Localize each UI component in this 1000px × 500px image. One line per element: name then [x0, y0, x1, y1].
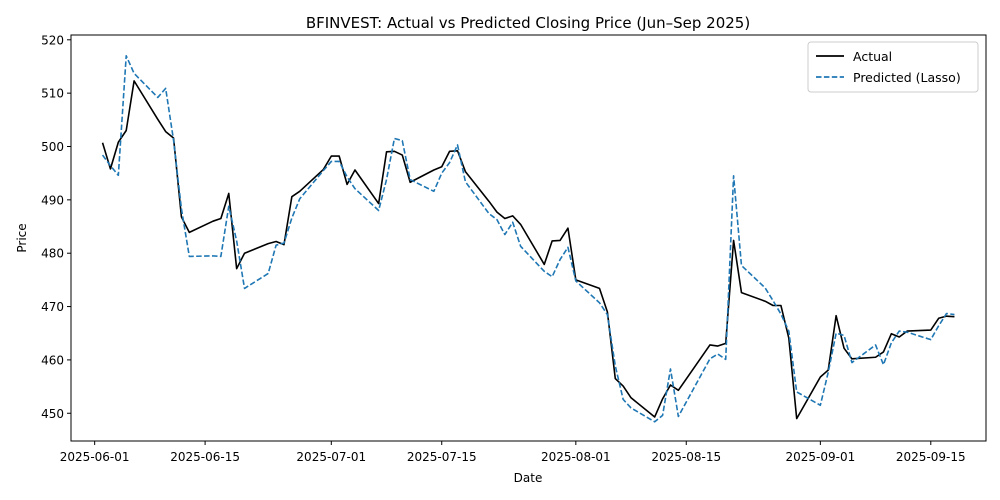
y-axis: 450 460 470 480 490 500 510 520 [41, 33, 71, 421]
x-tick-label: 2025-08-15 [651, 450, 721, 464]
y-tick-label: 510 [41, 87, 64, 101]
legend-label-predicted: Predicted (Lasso) [853, 70, 961, 85]
series-layer [101, 55, 955, 423]
y-tick-label: 460 [41, 353, 64, 367]
x-axis: 2025-06-01 2025-06-15 2025-07-01 2025-07-15… [60, 441, 966, 464]
x-tick-label: 2025-07-01 [296, 450, 366, 464]
y-tick-label: 480 [41, 247, 64, 261]
y-tick-label: 470 [41, 300, 64, 314]
x-tick-label: 2025-09-01 [785, 450, 855, 464]
x-axis-label: Date [514, 471, 543, 485]
x-tick-label: 2025-06-15 [170, 450, 240, 464]
x-tick-label: 2025-07-15 [407, 450, 477, 464]
series-line-actual [101, 80, 955, 420]
y-tick-label: 520 [41, 33, 64, 47]
y-axis-label: Price [15, 223, 29, 252]
y-tick-label: 450 [41, 407, 64, 421]
series-line-predicted [101, 55, 955, 423]
plot-area [70, 34, 987, 442]
x-tick-label: 2025-09-15 [896, 450, 966, 464]
chart-title: BFINVEST: Actual vs Predicted Closing Pr… [306, 14, 750, 32]
x-tick-label: 2025-08-01 [541, 450, 611, 464]
legend-box [807, 41, 979, 93]
y-tick-label: 500 [41, 140, 64, 154]
y-tick-label: 490 [41, 193, 64, 207]
legend-label-actual: Actual [853, 49, 892, 64]
x-tick-label: 2025-06-01 [60, 450, 130, 464]
legend: Actual Predicted (Lasso) [807, 41, 979, 93]
